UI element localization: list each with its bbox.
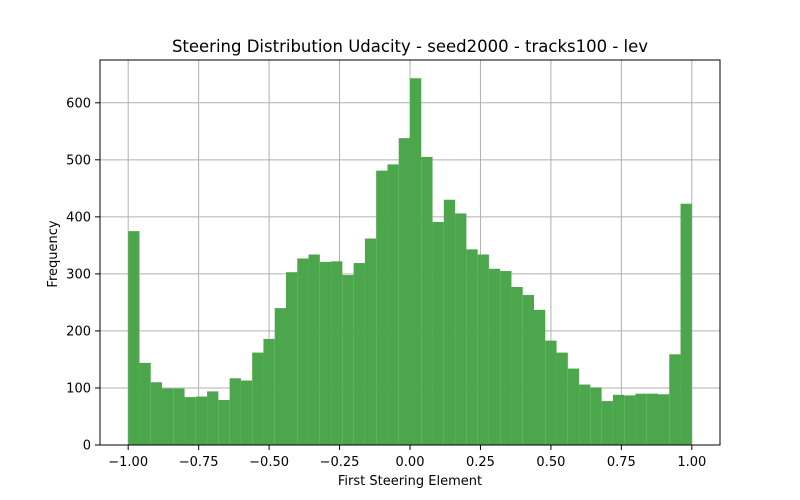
histogram-bar (522, 294, 534, 445)
histogram-bar (218, 399, 230, 445)
histogram-bar (128, 231, 140, 445)
histogram-bar (376, 170, 388, 445)
histogram-bar (308, 254, 320, 445)
histogram-bar (545, 340, 557, 445)
y-tick-label: 0 (83, 439, 91, 454)
histogram-bar (635, 393, 647, 445)
histogram-bar (669, 354, 681, 445)
x-axis-label: First Steering Element (338, 474, 482, 489)
y-tick-label: 400 (66, 210, 91, 225)
histogram-bar (421, 156, 433, 446)
y-tick-label: 600 (66, 96, 91, 111)
x-tick-label: 0.25 (466, 455, 495, 470)
histogram-bar (150, 382, 162, 445)
histogram-bar (364, 238, 377, 445)
histogram-bar (455, 213, 467, 445)
x-tick-label: 0.75 (607, 455, 636, 470)
histogram-bar (319, 261, 332, 445)
ticks-layer: −1.00 −0.75 −0.50 −0.25 0.00 0.25 0.50 0.75 1.00… (66, 96, 706, 470)
histogram-bar (624, 395, 636, 445)
histogram-bar (229, 378, 241, 445)
histogram-bar (184, 397, 196, 445)
histogram-bar (162, 388, 174, 445)
histogram-bar (556, 352, 568, 445)
histogram-bar (646, 393, 658, 445)
y-tick-label: 100 (66, 381, 91, 396)
histogram-bar (477, 254, 489, 445)
histogram-bar (511, 287, 523, 445)
histogram-bar (612, 394, 625, 445)
histogram-bar (579, 384, 591, 445)
x-tick-label: −0.50 (249, 455, 289, 470)
histogram-bar (297, 258, 309, 445)
histogram-bar (342, 275, 354, 445)
histogram-bar (567, 368, 580, 445)
chart-title: Steering Distribution Udacity - seed2000… (172, 37, 648, 56)
histogram-bar (274, 308, 286, 445)
histogram-bar (207, 391, 219, 445)
histogram-bar (195, 396, 208, 445)
histogram-bar (488, 268, 501, 445)
y-axis-label: Frequency (46, 220, 61, 287)
histogram-bar (139, 362, 151, 445)
histogram-bar (240, 380, 253, 445)
histogram-bar (500, 271, 512, 445)
histogram-bar (398, 138, 410, 445)
histogram-bar (534, 309, 546, 445)
histogram-bar (387, 164, 399, 445)
histogram-bar (286, 272, 298, 445)
x-tick-label: 1.00 (677, 455, 706, 470)
bars-layer (128, 78, 692, 446)
x-tick-label: 0.50 (536, 455, 565, 470)
histogram-bar (680, 203, 692, 445)
x-tick-label: −0.25 (320, 455, 360, 470)
y-tick-label: 200 (66, 324, 91, 339)
histogram-bar (353, 263, 365, 445)
x-tick-label: −0.75 (179, 455, 219, 470)
histogram-bar (443, 199, 456, 445)
histogram-bar (331, 261, 343, 445)
histogram-bar (263, 338, 275, 445)
histogram-bar (410, 78, 422, 445)
histogram-bar (590, 387, 602, 445)
x-tick-label: 0.00 (396, 455, 425, 470)
histogram-bar (466, 249, 478, 445)
histogram-bar (173, 388, 185, 445)
y-tick-label: 500 (66, 153, 91, 168)
histogram-bar (252, 352, 264, 445)
x-tick-label: −1.00 (108, 455, 148, 470)
histogram-bar (601, 401, 613, 445)
histogram-bar (658, 394, 670, 445)
histogram-bar (432, 221, 444, 445)
y-tick-label: 300 (66, 267, 91, 282)
